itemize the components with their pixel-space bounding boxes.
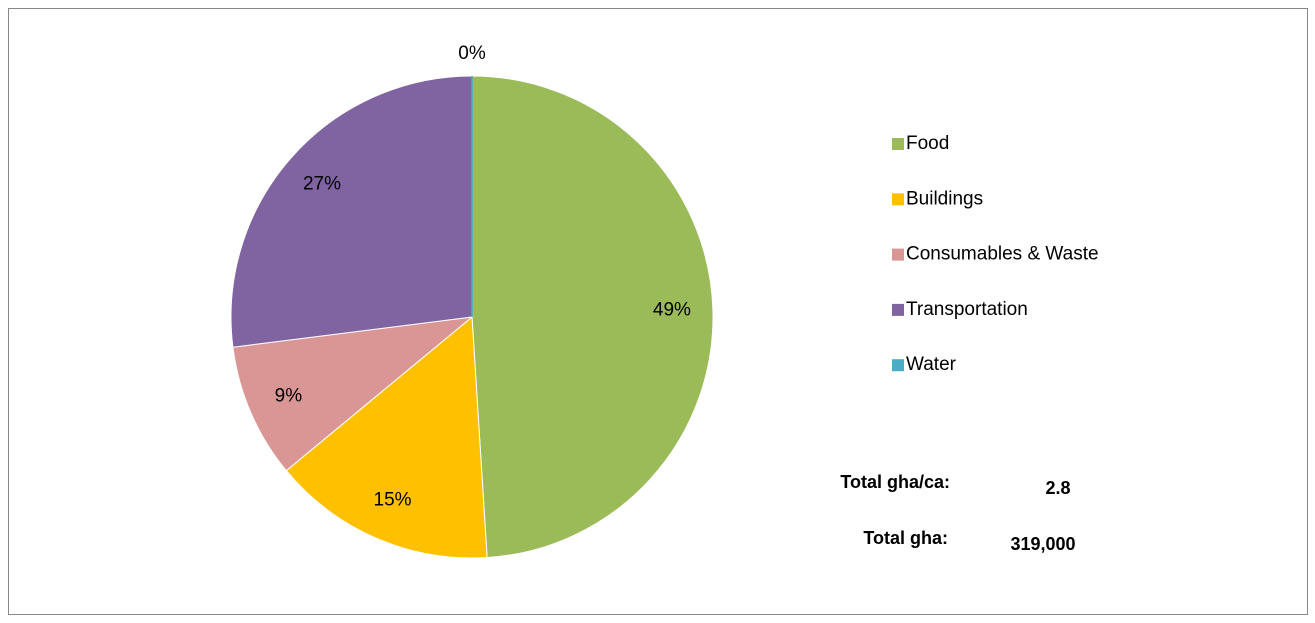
annotation-value: 2.8 [1045,478,1070,498]
annotation-value: 319,000 [1010,534,1075,554]
legend-label: Consumables & Waste [906,244,1099,265]
legend-label: Buildings [906,188,983,209]
legend-label: Transportation [906,299,1028,320]
data-label: 15% [374,490,412,511]
data-label: 0% [458,43,486,64]
legend-swatch [892,138,904,150]
annotation-label: Total gha: [863,528,948,548]
pie-slice [471,75,714,559]
data-label: 9% [275,385,303,406]
legend-label: Food [906,133,949,154]
legend-label: Water [906,354,957,375]
data-label: 27% [303,174,341,195]
legend-swatch [892,359,904,372]
legend-swatch [892,248,904,261]
annotation-label: Total gha/ca: [840,472,950,492]
pie-slice [232,316,474,472]
legend-swatch [892,303,904,316]
data-label: 49% [653,300,691,321]
pie-slice [285,315,488,559]
pie-slice [230,75,473,348]
legend-swatch [892,193,904,206]
